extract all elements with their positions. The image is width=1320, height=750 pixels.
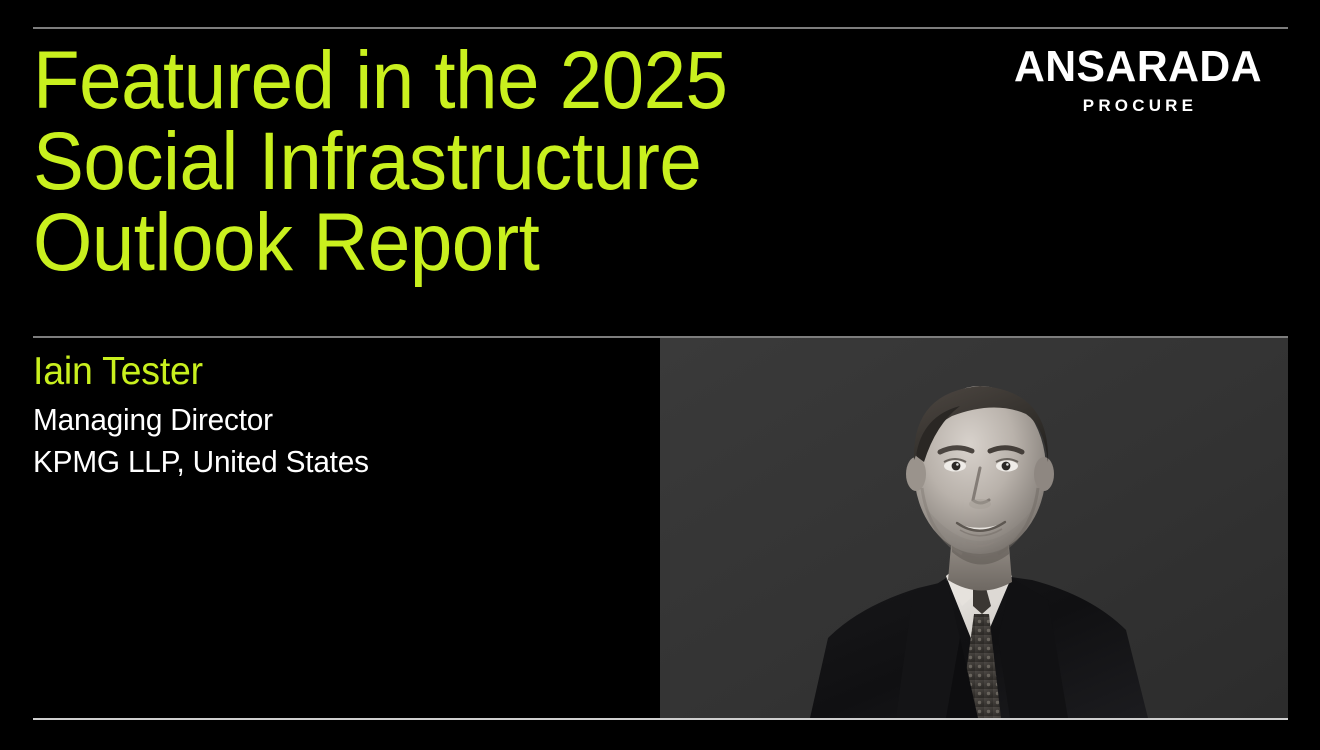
speaker-portrait — [660, 338, 1288, 718]
page-title: Featured in the 2025 Social Infrastructu… — [33, 35, 728, 288]
speaker-organization: KPMG LLP, United States — [33, 444, 369, 479]
divider-bottom — [33, 718, 1288, 720]
brand-logo: ANSARADA PROCURE — [988, 44, 1288, 117]
speaker-block: Iain Tester Managing Director KPMG LLP, … — [33, 348, 633, 483]
speaker-name: Iain Tester — [33, 350, 203, 393]
speaker-role: Managing Director — [33, 402, 273, 437]
logo-wordmark: ANSARADA — [1013, 42, 1263, 91]
logo-product-label: PROCURE — [1082, 96, 1198, 115]
portrait-image — [660, 338, 1288, 718]
divider-middle — [33, 336, 1288, 338]
divider-top — [33, 27, 1288, 29]
